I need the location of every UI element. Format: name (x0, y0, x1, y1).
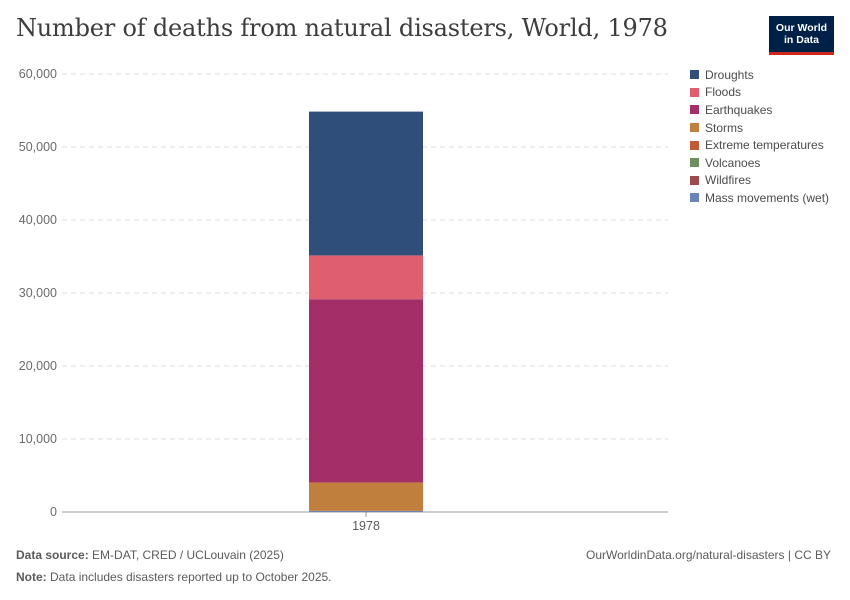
chart-title: Number of deaths from natural disasters,… (16, 14, 668, 42)
logo-line-2: in Data (783, 34, 819, 46)
y-tick-label: 40,000 (19, 213, 57, 227)
legend-swatch (690, 158, 699, 168)
legend-item[interactable]: Storms (690, 119, 829, 137)
legend-item[interactable]: Earthquakes (690, 101, 829, 119)
logo-line-1: Our World (775, 22, 828, 34)
y-tick-label: 0 (50, 505, 57, 519)
legend-label: Volcanoes (705, 155, 761, 170)
bar-segment-floods (309, 255, 423, 300)
note-text: Data includes disasters reported up to O… (50, 570, 332, 584)
chart-note: Note: Data includes disasters reported u… (16, 570, 332, 584)
legend-label: Extreme temperatures (705, 138, 824, 153)
legend-item[interactable]: Mass movements (wet) (690, 189, 829, 207)
note-label: Note: (16, 570, 47, 584)
owid-logo[interactable]: Our World in Data (769, 16, 834, 55)
legend-label: Floods (705, 85, 742, 100)
y-tick-label: 30,000 (19, 286, 57, 300)
legend-label: Droughts (705, 67, 754, 82)
legend-swatch (690, 175, 699, 185)
x-tick-label: 1978 (352, 519, 380, 533)
legend-label: Storms (705, 120, 744, 135)
legend-label: Earthquakes (705, 102, 773, 117)
bar-segment-storms (309, 482, 423, 511)
legend-swatch (690, 70, 699, 80)
y-tick-label: 50,000 (19, 140, 57, 154)
legend-swatch (690, 105, 699, 115)
bar-segment-droughts (309, 111, 423, 256)
y-tick-label: 10,000 (19, 432, 57, 446)
source-label: Data source: (16, 548, 89, 562)
legend-label: Mass movements (wet) (705, 190, 830, 205)
legend-swatch (690, 87, 699, 97)
legend-label: Wildfires (705, 173, 752, 188)
legend-swatch (690, 140, 699, 150)
bar-segment-mass-movements-wet (309, 510, 423, 512)
legend-item[interactable]: Volcanoes (690, 154, 829, 172)
source-url-license[interactable]: OurWorldinData.org/natural-disasters | C… (586, 548, 831, 562)
stacked-bar-chart: 0 10,000 20,000 30,000 40,000 50,000 60,000 197… (19, 67, 668, 533)
legend-item[interactable]: Droughts (690, 66, 829, 84)
legend-item[interactable]: Wildfires (690, 172, 829, 190)
source-text[interactable]: EM-DAT, CRED / UCLouvain (2025) (92, 548, 284, 562)
legend-swatch (690, 193, 699, 203)
chart-legend: Droughts Floods Earthquakes Storms Extreme t… (690, 66, 829, 207)
legend-swatch (690, 123, 699, 133)
legend-item[interactable]: Floods (690, 84, 829, 102)
y-tick-label: 60,000 (19, 67, 57, 81)
y-tick-label: 20,000 (19, 359, 57, 373)
legend-item[interactable]: Extreme temperatures (690, 136, 829, 154)
bar-segment-earthquakes (309, 299, 423, 483)
data-source: Data source: EM-DAT, CRED / UCLouvain (2… (16, 548, 284, 562)
